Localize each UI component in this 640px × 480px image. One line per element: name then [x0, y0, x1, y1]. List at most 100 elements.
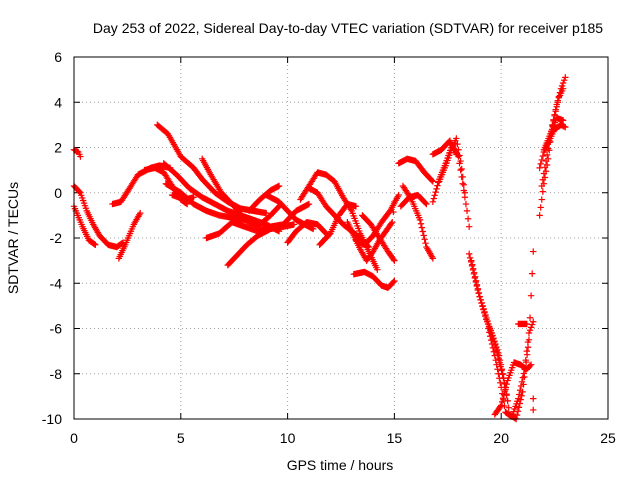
y-tick-label: 0 — [54, 185, 62, 201]
data-point — [497, 403, 504, 410]
data-point — [559, 79, 567, 87]
data-point — [498, 402, 505, 409]
data-point — [494, 351, 502, 359]
data-point — [499, 371, 506, 378]
data-point — [530, 395, 537, 402]
data-point — [478, 299, 485, 307]
data-point — [457, 166, 464, 174]
data-point — [513, 411, 521, 419]
data-point — [422, 239, 429, 247]
data-point — [76, 188, 83, 195]
data-point — [530, 406, 537, 414]
data-point — [554, 99, 562, 106]
y-tick-label: 2 — [54, 140, 62, 156]
data-points — [70, 74, 569, 423]
data-point — [475, 289, 483, 297]
data-point — [538, 196, 545, 203]
data-point — [528, 321, 536, 328]
data-point — [500, 391, 508, 398]
data-point — [516, 387, 524, 394]
data-point — [456, 152, 463, 159]
data-point — [463, 207, 471, 215]
data-point — [523, 347, 531, 355]
data-point — [275, 182, 283, 190]
data-point — [395, 191, 402, 199]
data-point — [477, 296, 484, 304]
data-point — [458, 165, 465, 173]
data-point — [455, 146, 462, 153]
data-point — [494, 366, 501, 373]
data-point — [562, 74, 569, 81]
y-tick-label: 6 — [54, 49, 62, 65]
axis-tick-labels: 0 5 10 15 20 25 -10 -8 -6 -4 -2 0 2 4 6 — [42, 49, 616, 446]
data-point — [530, 318, 537, 325]
data-point — [469, 265, 477, 272]
data-point — [422, 199, 429, 207]
data-point — [472, 277, 480, 284]
data-point — [465, 223, 473, 230]
data-point — [526, 326, 534, 334]
data-point — [466, 254, 474, 262]
data-point — [539, 176, 547, 183]
data-point — [496, 375, 503, 382]
data-point — [537, 160, 544, 168]
data-point — [77, 153, 84, 160]
data-point — [499, 395, 507, 402]
data-point — [559, 85, 567, 92]
data-point — [305, 200, 313, 208]
data-point — [518, 378, 526, 386]
data-point — [515, 395, 522, 402]
data-point — [390, 256, 397, 263]
data-point — [495, 355, 502, 363]
data-point — [482, 311, 489, 319]
data-point — [543, 151, 551, 159]
data-point — [389, 218, 396, 226]
data-point — [538, 182, 545, 190]
data-point — [190, 194, 197, 201]
data-point — [524, 338, 532, 346]
data-point — [562, 123, 569, 131]
data-point — [486, 323, 493, 331]
y-tick-label: -2 — [50, 230, 63, 246]
data-point — [502, 384, 509, 391]
data-point — [420, 232, 427, 239]
data-point — [476, 293, 484, 301]
data-point — [491, 352, 498, 359]
data-point — [493, 347, 501, 355]
data-point — [520, 370, 527, 377]
x-tick-label: 0 — [70, 430, 78, 446]
y-axis-label: SDTVAR / TECUs — [5, 182, 21, 294]
data-point — [515, 404, 523, 411]
data-point — [419, 228, 426, 235]
data-point — [541, 164, 549, 171]
data-point — [527, 292, 535, 299]
data-point — [516, 391, 523, 398]
data-point — [417, 220, 425, 227]
data-point — [489, 344, 497, 352]
data-point — [526, 314, 534, 321]
data-point — [433, 185, 440, 193]
data-point — [92, 241, 99, 248]
data-point — [488, 340, 496, 348]
data-point — [519, 374, 527, 381]
x-tick-label: 10 — [280, 430, 296, 446]
data-point — [428, 177, 436, 184]
data-point — [421, 236, 428, 243]
data-point — [435, 179, 442, 186]
data-point — [497, 379, 504, 386]
data-point — [290, 221, 298, 228]
data-point — [525, 329, 533, 337]
y-tick-label: -6 — [50, 321, 63, 337]
data-point — [487, 333, 494, 340]
data-point — [263, 209, 270, 217]
data-point — [539, 152, 547, 160]
data-point — [527, 324, 535, 331]
data-point — [429, 178, 437, 185]
data-point — [416, 216, 424, 224]
data-point — [464, 215, 472, 222]
x-tick-label: 15 — [387, 430, 403, 446]
data-point — [487, 336, 495, 344]
data-point — [365, 243, 372, 251]
data-point — [553, 103, 560, 110]
data-point — [429, 255, 437, 262]
